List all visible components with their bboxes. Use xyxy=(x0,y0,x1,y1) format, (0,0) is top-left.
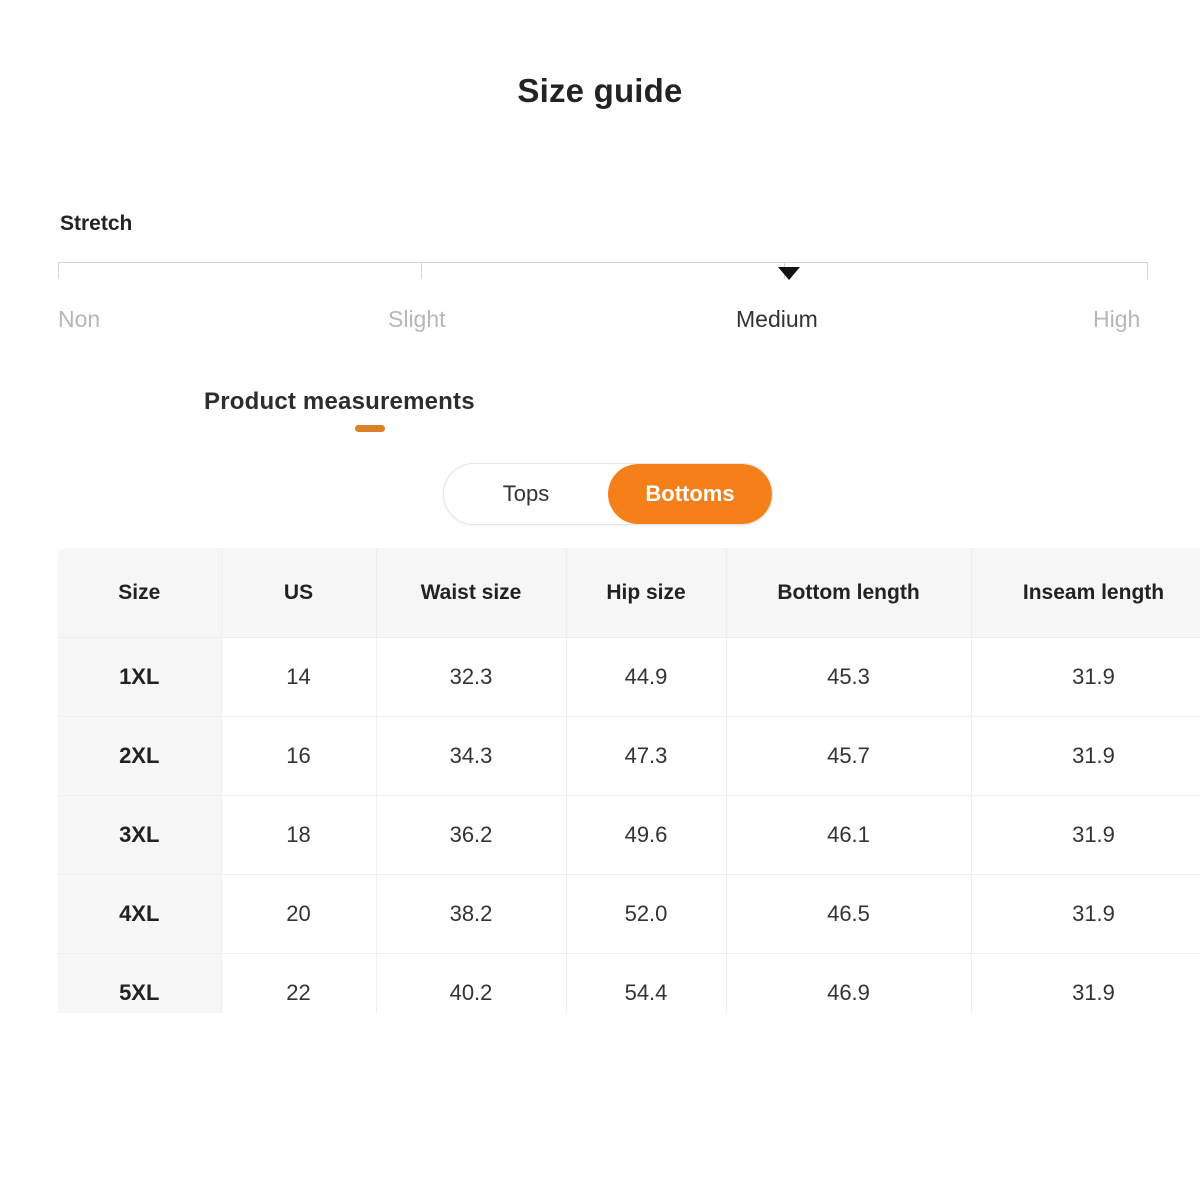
stretch-section: Stretch Non Slight Medium High xyxy=(58,212,1200,340)
size-table-header: Size US Waist size Hip size Bottom lengt… xyxy=(58,548,1200,638)
table-row: 5XL 22 40.2 54.4 46.9 31.9 xyxy=(58,953,1200,1013)
accent-underline xyxy=(355,425,385,432)
column-header-bottom: Bottom length xyxy=(726,548,972,638)
cell-hip: 47.3 xyxy=(566,716,727,796)
cell-inseam: 31.9 xyxy=(971,637,1200,717)
column-header-size: Size xyxy=(58,548,222,638)
cell-inseam: 31.9 xyxy=(971,953,1200,1013)
cell-hip: 44.9 xyxy=(566,637,727,717)
size-table: Size US Waist size Hip size Bottom lengt… xyxy=(58,548,1200,1013)
table-row: 2XL 16 34.3 47.3 45.7 31.9 xyxy=(58,716,1200,796)
cell-us: 22 xyxy=(221,953,377,1013)
size-table-body: 1XL 14 32.3 44.9 45.3 31.9 2XL 16 34.3 4… xyxy=(58,637,1200,1013)
cell-size: 2XL xyxy=(58,716,222,796)
table-row: 3XL 18 36.2 49.6 46.1 31.9 xyxy=(58,795,1200,875)
cell-size: 1XL xyxy=(58,637,222,717)
stretch-tick-1 xyxy=(421,262,422,279)
cell-waist: 38.2 xyxy=(376,874,567,954)
cell-bottom: 46.9 xyxy=(726,953,972,1013)
column-header-inseam: Inseam length xyxy=(971,548,1200,638)
cell-inseam: 31.9 xyxy=(971,716,1200,796)
column-header-hip: Hip size xyxy=(566,548,727,638)
cell-waist: 36.2 xyxy=(376,795,567,875)
stretch-level-labels: Non Slight Medium High xyxy=(58,306,1200,340)
column-header-waist: Waist size xyxy=(376,548,567,638)
cell-size: 3XL xyxy=(58,795,222,875)
stretch-level-medium[interactable]: Medium xyxy=(736,306,818,332)
stretch-level-slight[interactable]: Slight xyxy=(388,306,446,332)
cell-waist: 34.3 xyxy=(376,716,567,796)
column-header-us: US xyxy=(221,548,377,638)
table-header-row: Size US Waist size Hip size Bottom lengt… xyxy=(58,548,1200,638)
cell-bottom: 45.3 xyxy=(726,637,972,717)
stretch-tick-0 xyxy=(58,262,59,279)
cell-size: 4XL xyxy=(58,874,222,954)
page-title: Size guide xyxy=(517,72,683,109)
cell-us: 18 xyxy=(221,795,377,875)
cell-inseam: 31.9 xyxy=(971,795,1200,875)
cell-hip: 52.0 xyxy=(566,874,727,954)
cell-us: 20 xyxy=(221,874,377,954)
tab-bottoms[interactable]: Bottoms xyxy=(608,464,772,524)
product-measurements-title: Product measurements xyxy=(204,388,475,415)
stretch-scale[interactable] xyxy=(58,262,1148,284)
stretch-tick-3 xyxy=(1147,262,1148,279)
table-row: 1XL 14 32.3 44.9 45.3 31.9 xyxy=(58,637,1200,717)
cell-size: 5XL xyxy=(58,953,222,1013)
size-table-scroll-container[interactable]: Size US Waist size Hip size Bottom lengt… xyxy=(58,548,1200,1013)
cell-us: 14 xyxy=(221,637,377,717)
cell-bottom: 45.7 xyxy=(726,716,972,796)
tab-tops[interactable]: Tops xyxy=(502,481,550,506)
cell-us: 16 xyxy=(221,716,377,796)
stretch-heading: Stretch xyxy=(60,212,133,235)
cell-waist: 40.2 xyxy=(376,953,567,1013)
triangle-down-icon xyxy=(778,267,800,280)
cell-hip: 49.6 xyxy=(566,795,727,875)
cell-bottom: 46.5 xyxy=(726,874,972,954)
cell-bottom: 46.1 xyxy=(726,795,972,875)
stretch-level-high[interactable]: High xyxy=(1093,306,1141,332)
cell-waist: 32.3 xyxy=(376,637,567,717)
cell-inseam: 31.9 xyxy=(971,874,1200,954)
cell-hip: 54.4 xyxy=(566,953,727,1013)
table-row: 4XL 20 38.2 52.0 46.5 31.9 xyxy=(58,874,1200,954)
product-measurements-header: Product measurements xyxy=(204,388,475,432)
measurement-tabs[interactable]: Tops Bottoms xyxy=(443,463,773,525)
stretch-scale-line xyxy=(58,262,1148,263)
stretch-level-non[interactable]: Non xyxy=(58,306,101,332)
